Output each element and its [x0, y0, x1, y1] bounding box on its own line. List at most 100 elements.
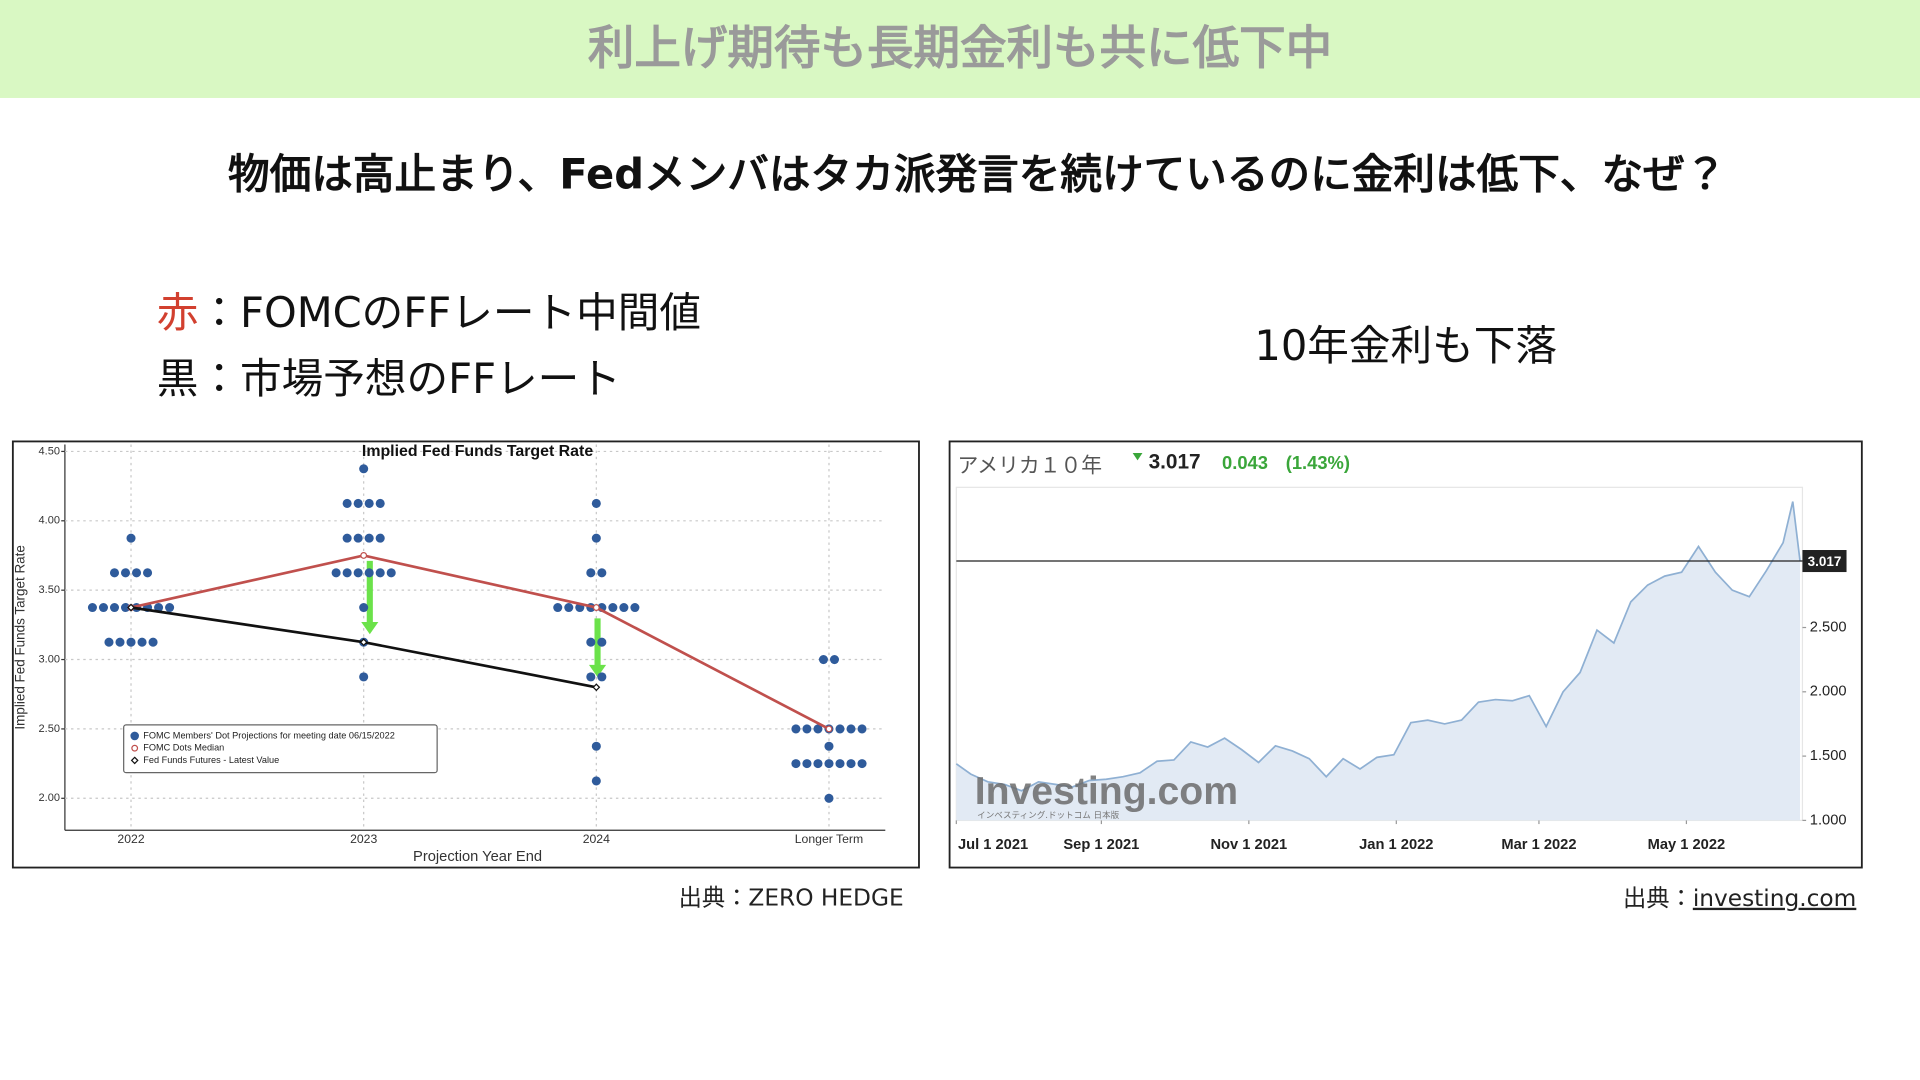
note-black: 黒：市場予想のFFレート — [157, 354, 621, 403]
point — [127, 603, 135, 612]
dot — [829, 655, 840, 665]
chart-frame — [11, 440, 920, 869]
dot — [386, 568, 396, 578]
dot — [137, 637, 147, 647]
dot — [857, 724, 867, 734]
fed-chart: 2.00 2.50 3.00 3.50 4.00 4.50 2022 2023 2024 Long… — [12, 443, 886, 865]
annotation-arrowhead — [361, 622, 379, 635]
dot — [364, 498, 374, 508]
slide-subtitle: 物価は高止まり、Fedメンバはタカ派発言を続けているのに金利は低下、なぜ？ — [228, 150, 1726, 199]
last-price: 3.017 — [1149, 450, 1201, 473]
chart-title: Implied Fed Funds Target Rate — [362, 443, 593, 460]
dot — [619, 602, 629, 613]
dot — [132, 568, 142, 578]
x-tick-label: Sep 1 2021 — [1063, 837, 1139, 853]
dot — [824, 793, 834, 803]
source-left: 出典：ZERO HEDGE — [679, 884, 904, 911]
dot — [846, 724, 856, 734]
dot — [126, 533, 136, 543]
dot — [109, 602, 120, 613]
legend-label: FOMC Members' Dot Projections for meetin… — [143, 730, 395, 740]
dot — [630, 602, 640, 613]
dot — [353, 533, 363, 543]
dot — [813, 724, 823, 734]
dot — [608, 602, 618, 613]
dot — [353, 498, 363, 508]
point — [825, 725, 833, 733]
dot — [364, 568, 374, 578]
y-tick-label: 3.50 — [39, 584, 60, 596]
dot — [835, 759, 845, 769]
dot — [597, 637, 607, 647]
point — [359, 638, 368, 647]
y-tick-label: 2.00 — [39, 792, 60, 804]
header-band — [0, 0, 1920, 98]
dot — [359, 672, 369, 682]
dot — [87, 602, 97, 613]
up-indicator — [1132, 453, 1143, 461]
dot — [813, 759, 823, 769]
source-link[interactable]: investing.com — [1693, 884, 1857, 911]
dot — [835, 724, 845, 734]
y-tick-label: 2.50 — [39, 723, 60, 735]
dot — [586, 637, 596, 647]
dot — [359, 602, 369, 613]
dot — [104, 637, 114, 647]
source-prefix: 出典： — [1623, 884, 1693, 911]
x-tick-label: Nov 1 2021 — [1210, 837, 1287, 853]
y-tick-label: 4.50 — [39, 445, 60, 457]
right-note: 10年金利も下落 — [1254, 321, 1557, 370]
dot — [818, 655, 828, 665]
note-text: ：FOMCのFFレート中間値 — [198, 288, 701, 337]
dot — [154, 602, 164, 613]
series-line — [130, 554, 830, 731]
yield-chart: アメリカ１０年 3.017 0.043 (1.43%) Investing.comインベ… — [955, 450, 1847, 853]
note-marker: 黒 — [157, 354, 199, 403]
dot — [824, 759, 834, 769]
x-tick-label: Mar 1 2022 — [1501, 837, 1576, 853]
dot — [591, 533, 601, 543]
x-tick-label: Jan 1 2022 — [1359, 837, 1433, 853]
series-line — [955, 501, 1801, 792]
x-tick-label: 2022 — [117, 832, 144, 846]
dot — [791, 759, 801, 769]
dot — [148, 637, 158, 647]
dot — [586, 672, 596, 682]
x-tick-label: Jul 1 2021 — [958, 837, 1028, 853]
dot — [824, 741, 834, 751]
dot — [98, 602, 109, 613]
point — [592, 683, 601, 692]
dot — [353, 568, 363, 578]
legend-swatch — [131, 744, 139, 752]
legend-box — [123, 724, 438, 774]
legend-label: FOMC Dots Median — [143, 743, 224, 753]
note-red: 赤：FOMCのFFレート中間値 — [157, 288, 701, 337]
y-tick-label: 4.00 — [39, 515, 60, 527]
y-axis-title: Implied Fed Funds Target Rate — [12, 545, 27, 729]
watermark: Investing.com — [975, 770, 1238, 813]
dot — [802, 759, 812, 769]
dot — [143, 568, 153, 578]
dot — [120, 568, 131, 578]
y-tick-label: 3.00 — [39, 653, 60, 665]
dot — [342, 533, 352, 543]
source-right: 出典：investing.com — [1623, 884, 1856, 911]
point — [592, 604, 600, 611]
dot — [109, 568, 120, 578]
y-tick-label: 2.000 — [1810, 684, 1847, 700]
dot — [126, 637, 136, 647]
dot — [331, 568, 341, 578]
note-text: ：市場予想のFFレート — [198, 354, 621, 403]
note-marker: 赤 — [157, 288, 199, 337]
y-tick-label: 1.500 — [1810, 748, 1847, 764]
annotation-arrowhead — [588, 664, 607, 678]
legend-label: Fed Funds Futures - Latest Value — [143, 755, 279, 765]
watermark-sub: インベスティング.ドットコム 日本版 — [977, 809, 1120, 821]
dot — [553, 602, 563, 613]
dot — [375, 533, 385, 543]
price-change-pct: (1.43%) — [1286, 452, 1350, 473]
y-tick-label: 1.000 — [1810, 812, 1847, 828]
dot — [586, 568, 596, 578]
dot — [597, 672, 607, 682]
